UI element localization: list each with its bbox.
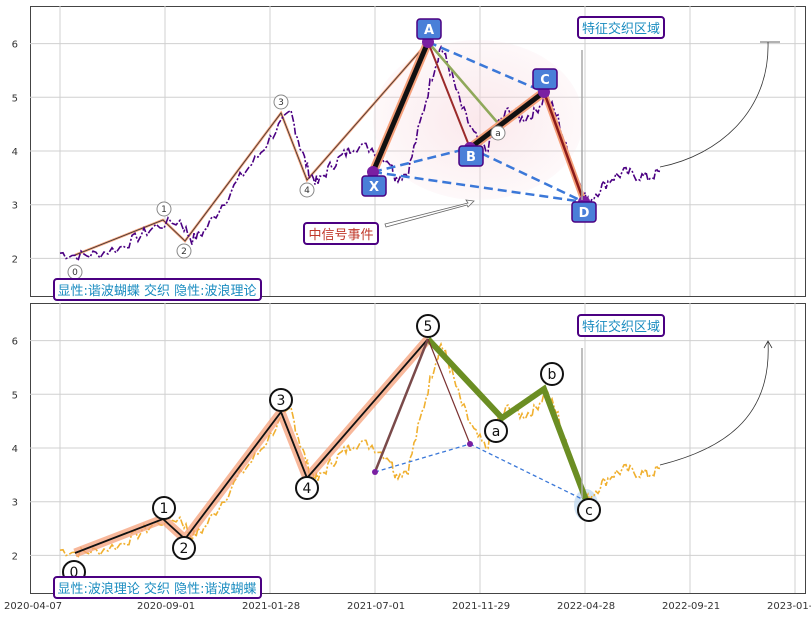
wave-small-4: 4 [299, 182, 315, 198]
y-tick-label: 2 [12, 254, 18, 265]
summary-label-bottom: 显性:波浪理论 交织 隐性:谐波蝴蝶 [53, 576, 262, 599]
svg-text:A: A [424, 23, 434, 38]
summary-label-top: 显性:谐波蝴蝶 交织 隐性:波浪理论 [53, 278, 262, 301]
wave-skeleton-top-line [74, 41, 429, 256]
wave-big-1: 1 [152, 496, 176, 520]
y-tick-label: 3 [12, 201, 18, 212]
svg-text:2: 2 [180, 541, 189, 557]
wave-small-1: 1 [156, 201, 172, 217]
harmonic-dash-ac [427, 40, 545, 94]
harmonic-leg-cd-core [542, 91, 586, 203]
wave-small-a: a [490, 125, 506, 141]
y-tick-label: 6 [12, 40, 18, 51]
harmonic-label-a: A [416, 18, 442, 40]
x-tick-label: 2020-09-01 [137, 601, 195, 612]
svg-text:特征交织区域: 特征交织区域 [582, 319, 660, 335]
wave-big-a: a [484, 419, 508, 443]
x-tick-label: 2023-01-04 [767, 601, 811, 612]
harmonic-label-x: X [361, 175, 387, 197]
x-tick-label: 2021-11-29 [452, 601, 510, 612]
wave-big-c: c [577, 498, 601, 522]
harmonic-label-c: C [532, 68, 558, 90]
svg-text:X: X [369, 180, 379, 195]
svg-text:1: 1 [160, 501, 169, 517]
signal-label: 中信号事件 [303, 222, 379, 245]
x-tick-label: 2021-01-28 [242, 601, 300, 612]
y-tick-label: 3 [12, 498, 18, 509]
price-series-top [59, 44, 661, 263]
svg-text:B: B [466, 150, 476, 165]
harmonic-label-d: D [571, 201, 597, 223]
svg-text:c: c [585, 503, 593, 519]
wave-small-3: 3 [273, 94, 289, 110]
region-label-bottom: 特征交织区域 [577, 314, 665, 337]
hint-dot-b [467, 441, 473, 447]
svg-text:2: 2 [181, 247, 187, 257]
price-series-bottom [59, 341, 661, 560]
svg-text:3: 3 [278, 98, 284, 108]
harmonic-leg-bc-core [468, 90, 546, 150]
forecast-curve-top [659, 41, 780, 168]
hint-xa [373, 338, 430, 473]
harmonic-dash-xd [372, 170, 585, 204]
svg-text:5: 5 [424, 319, 433, 335]
harmonic-leg-ab [427, 41, 471, 149]
svg-text:a: a [495, 129, 501, 139]
hint-ab [427, 338, 471, 445]
svg-text:中信号事件: 中信号事件 [308, 228, 373, 243]
svg-text:特征交织区域: 特征交织区域 [582, 21, 660, 37]
wave-big-2: 2 [172, 536, 196, 560]
wave-small-2: 2 [176, 243, 192, 259]
y-tick-label: 5 [12, 390, 18, 401]
svg-text:1: 1 [161, 205, 167, 215]
harmonic-leg-xa-core [370, 41, 431, 173]
y-tick-label: 2 [12, 551, 18, 562]
signal-arrow [384, 199, 475, 228]
svg-text:b: b [548, 367, 557, 383]
bottom-panel: 0 1 2 3 4 5 a b c 特征交织区域 显性:波浪理论 交织 隐性:谐… [53, 314, 773, 599]
y-tick-label: 5 [12, 93, 18, 104]
x-tick-label: 2022-04-28 [557, 601, 615, 612]
svg-text:0: 0 [72, 268, 78, 278]
wave-big-3: 3 [269, 388, 293, 412]
region-label-top: 特征交织区域 [577, 16, 665, 39]
x-tick-label: 2020-04-07 [4, 601, 62, 612]
hint-dot-x [372, 469, 378, 475]
forecast-curve-bottom [659, 340, 773, 466]
wave-impulse [74, 338, 429, 554]
harmonic-dot-x [367, 166, 379, 178]
x-tick-label: 2021-07-01 [347, 601, 405, 612]
svg-text:显性:波浪理论 交织 隐性:谐波蝴蝶: 显性:波浪理论 交织 隐性:谐波蝴蝶 [57, 581, 256, 597]
svg-text:4: 4 [304, 186, 310, 196]
wave-correction [425, 336, 589, 502]
y-tick-label: 6 [12, 337, 18, 348]
y-tick-label: 4 [12, 444, 18, 455]
svg-text:D: D [579, 206, 590, 221]
x-tick-label: 2022-09-21 [662, 601, 720, 612]
top-panel: X A B C D 0 1 2 3 4 a 特征交织区域 [53, 16, 780, 301]
svg-text:显性:谐波蝴蝶 交织 隐性:波浪理论: 显性:谐波蝴蝶 交织 隐性:波浪理论 [57, 283, 256, 299]
hint-xb [374, 443, 471, 473]
svg-text:a: a [492, 424, 501, 440]
wave-big-5: 5 [416, 314, 440, 338]
interweave-region [373, 40, 583, 200]
wave-small-0: 0 [67, 264, 83, 280]
harmonic-label-b: B [458, 145, 484, 167]
y-tick-labels: 2 3 4 5 6 2 3 4 5 6 [12, 40, 18, 563]
x-tick-labels: 2020-04-07 2020-09-01 2021-01-28 2021-07-01… [4, 601, 811, 612]
svg-text:0: 0 [70, 565, 79, 581]
svg-text:3: 3 [277, 393, 286, 409]
wave-big-b: b [540, 362, 564, 386]
y-tick-label: 4 [12, 147, 18, 158]
svg-text:4: 4 [303, 481, 312, 497]
wave-a-b-hint [427, 41, 498, 123]
svg-text:C: C [540, 73, 550, 88]
wave-big-4: 4 [295, 476, 319, 500]
hint-bd [469, 443, 585, 501]
